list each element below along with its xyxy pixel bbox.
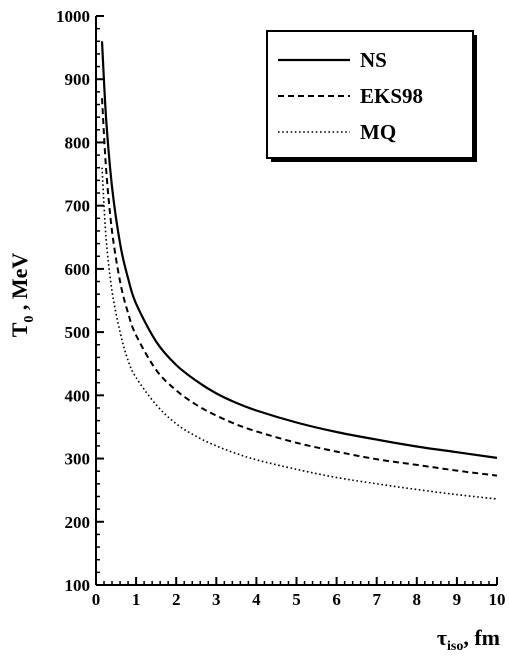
x-tick-label: 8 bbox=[413, 590, 422, 609]
series-line-ns bbox=[100, 41, 498, 459]
legend-shadow-right bbox=[473, 35, 477, 162]
y-tick-label: 400 bbox=[65, 386, 91, 405]
series-line-eks98 bbox=[101, 98, 498, 477]
legend-label-mq: MQ bbox=[360, 120, 396, 144]
y-tick-label: 600 bbox=[65, 260, 91, 279]
x-tick-label: 1 bbox=[132, 590, 141, 609]
legend-shadow-bottom bbox=[271, 158, 477, 162]
x-tick-label: 3 bbox=[212, 590, 221, 609]
y-tick-label: 500 bbox=[65, 323, 91, 342]
series-lines bbox=[100, 41, 498, 500]
x-tick-label: 4 bbox=[252, 590, 261, 609]
x-tick-label: 2 bbox=[172, 590, 181, 609]
x-axis: 0 1 2 3 4 5 6 7 8 9 10 bbox=[92, 577, 506, 609]
y-axis: 100 200 300 400 500 600 700 800 900 1000 bbox=[56, 7, 104, 595]
x-tick-label: 7 bbox=[372, 590, 381, 609]
legend-label-ns: NS bbox=[360, 48, 387, 72]
y-tick-label: 800 bbox=[65, 133, 91, 152]
y-tick-label: 300 bbox=[65, 450, 91, 469]
y-tick-label: 100 bbox=[65, 576, 91, 595]
y-tick-label: 700 bbox=[65, 197, 91, 216]
legend-box bbox=[266, 30, 474, 159]
x-tick-label: 5 bbox=[292, 590, 301, 609]
x-tick-label: 6 bbox=[332, 590, 341, 609]
legend-label-eks98: EKS98 bbox=[360, 84, 423, 108]
x-tick-label: 10 bbox=[489, 590, 506, 609]
y-tick-label: 200 bbox=[65, 513, 91, 532]
legend: NS EKS98 MQ bbox=[266, 30, 477, 162]
y-tick-label: 1000 bbox=[56, 7, 90, 26]
y-axis-title: T0 , MeV bbox=[7, 253, 37, 338]
y-tick-label: 900 bbox=[65, 70, 91, 89]
x-tick-label: 9 bbox=[453, 590, 462, 609]
x-axis-title: τiso, fm bbox=[437, 625, 500, 654]
x-tick-label: 0 bbox=[92, 590, 101, 609]
